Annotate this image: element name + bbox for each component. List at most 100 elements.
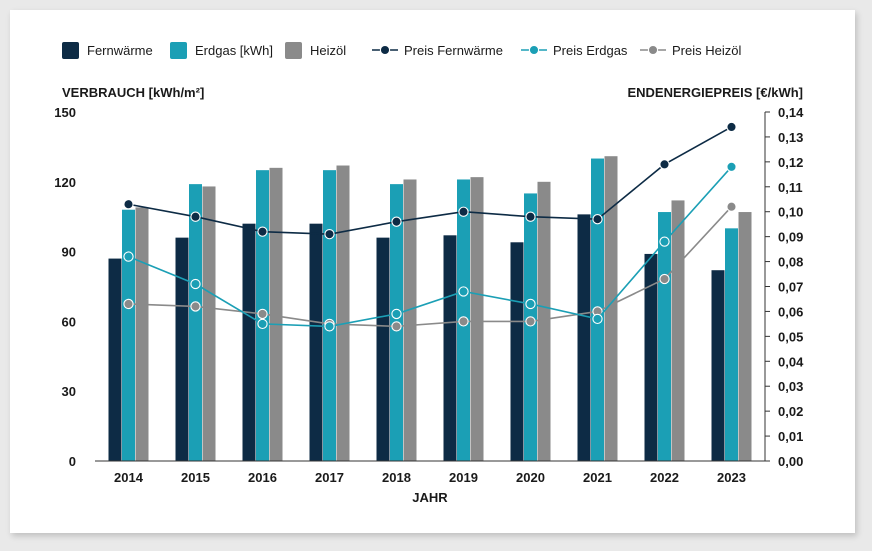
bar-fernwaerme	[309, 223, 323, 461]
bar-heizoel	[604, 156, 618, 461]
bar-fernwaerme	[644, 253, 658, 461]
legend-swatch	[62, 42, 79, 59]
right-tick-label: 0,03	[778, 379, 803, 394]
price-point-fernwaerme	[123, 199, 134, 210]
bar-heizoel	[336, 165, 350, 461]
bar-fernwaerme	[510, 242, 524, 461]
bar-fernwaerme	[577, 214, 591, 461]
right-tick-label: 0,09	[778, 230, 803, 245]
bar-fernwaerme	[443, 235, 457, 461]
bar-erdgas	[189, 184, 202, 462]
price-point-erdgas	[458, 286, 469, 297]
x-tick-label: 2019	[449, 470, 478, 485]
price-point-fernwaerme	[324, 228, 335, 240]
legend-label: Preis Erdgas	[553, 43, 628, 58]
legend-label: Fernwärme	[87, 43, 153, 58]
price-point-heizoel	[525, 316, 536, 327]
bar-erdgas	[524, 193, 537, 461]
left-axis-title: VERBRAUCH [kWh/m²]	[62, 85, 204, 100]
x-tick-label: 2021	[583, 470, 612, 485]
x-tick-label: 2022	[650, 470, 679, 485]
bar-heizoel	[202, 186, 216, 461]
bar-heizoel	[671, 200, 685, 461]
right-tick-label: 0,14	[778, 105, 804, 120]
bar-fernwaerme	[242, 223, 256, 461]
right-tick-label: 0,06	[778, 304, 803, 319]
bar-fernwaerme	[108, 258, 122, 461]
price-point-fernwaerme	[659, 159, 670, 170]
x-tick-label: 2016	[248, 470, 277, 485]
bar-heizoel	[470, 177, 484, 461]
price-point-erdgas	[592, 313, 603, 325]
legend-swatch	[285, 42, 302, 59]
price-point-heizoel	[659, 273, 670, 285]
legend-marker	[528, 44, 540, 56]
bar-erdgas	[122, 209, 135, 461]
bar-heizoel	[403, 179, 417, 461]
legend-label: Heizöl	[310, 43, 346, 58]
price-point-heizoel	[391, 321, 402, 332]
bar-erdgas	[725, 228, 738, 461]
bar-erdgas	[658, 212, 671, 461]
legend-marker	[647, 44, 659, 56]
price-point-fernwaerme	[458, 206, 469, 217]
price-point-heizoel	[458, 316, 469, 327]
x-tick-label: 2015	[181, 470, 210, 485]
left-tick-label: 0	[69, 454, 76, 469]
price-point-erdgas	[190, 278, 201, 290]
price-point-fernwaerme	[726, 121, 737, 133]
x-tick-label: 2014	[114, 470, 144, 485]
price-point-erdgas	[391, 308, 402, 320]
price-point-erdgas	[726, 161, 737, 172]
bar-heizoel	[269, 167, 283, 461]
x-tick-label: 2023	[717, 470, 746, 485]
right-tick-label: 0,13	[778, 130, 803, 145]
price-point-heizoel	[190, 301, 201, 312]
right-tick-label: 0,11	[778, 180, 803, 195]
right-tick-label: 0,01	[778, 429, 803, 444]
left-tick-label: 60	[62, 314, 76, 329]
price-point-fernwaerme	[525, 211, 536, 222]
price-point-erdgas	[324, 321, 335, 332]
right-axis-title: ENDENERGIEPREIS [€/kWh]	[627, 85, 803, 100]
price-point-erdgas	[123, 251, 134, 262]
legend-marker	[379, 44, 391, 56]
price-line-erdgas	[128, 166, 733, 328]
left-tick-label: 120	[54, 175, 76, 190]
price-point-erdgas	[257, 318, 268, 330]
price-point-fernwaerme	[257, 226, 268, 237]
price-point-heizoel	[257, 308, 268, 320]
bar-fernwaerme	[711, 270, 725, 461]
price-point-fernwaerme	[190, 211, 201, 222]
legend-swatch	[170, 42, 187, 59]
right-tick-label: 0,07	[778, 280, 803, 295]
bar-heizoel	[738, 212, 752, 461]
x-tick-label: 2018	[382, 470, 411, 485]
right-tick-label: 0,10	[778, 205, 803, 220]
right-tick-label: 0,02	[778, 404, 803, 419]
price-line-heizoel	[128, 206, 733, 328]
bar-heizoel	[537, 181, 551, 462]
price-point-erdgas	[659, 236, 670, 247]
legend-label: Preis Heizöl	[672, 43, 741, 58]
right-tick-label: 0,12	[778, 155, 803, 170]
bar-erdgas	[323, 170, 336, 461]
right-tick-label: 0,05	[778, 329, 803, 344]
price-point-heizoel	[726, 201, 737, 212]
right-tick-label: 0,00	[778, 454, 803, 469]
bar-fernwaerme	[376, 237, 390, 461]
right-tick-label: 0,04	[778, 354, 804, 369]
x-axis-title: JAHR	[412, 490, 448, 505]
x-tick-label: 2020	[516, 470, 545, 485]
price-point-fernwaerme	[391, 216, 402, 227]
legend-label: Preis Fernwärme	[404, 43, 503, 58]
price-point-fernwaerme	[592, 214, 603, 225]
price-point-erdgas	[525, 298, 536, 310]
left-tick-label: 30	[62, 384, 76, 399]
left-tick-label: 150	[54, 105, 76, 120]
bar-fernwaerme	[175, 237, 189, 461]
right-tick-label: 0,08	[778, 255, 803, 270]
price-line-fernwaerme	[128, 126, 732, 235]
price-point-heizoel	[123, 298, 134, 310]
